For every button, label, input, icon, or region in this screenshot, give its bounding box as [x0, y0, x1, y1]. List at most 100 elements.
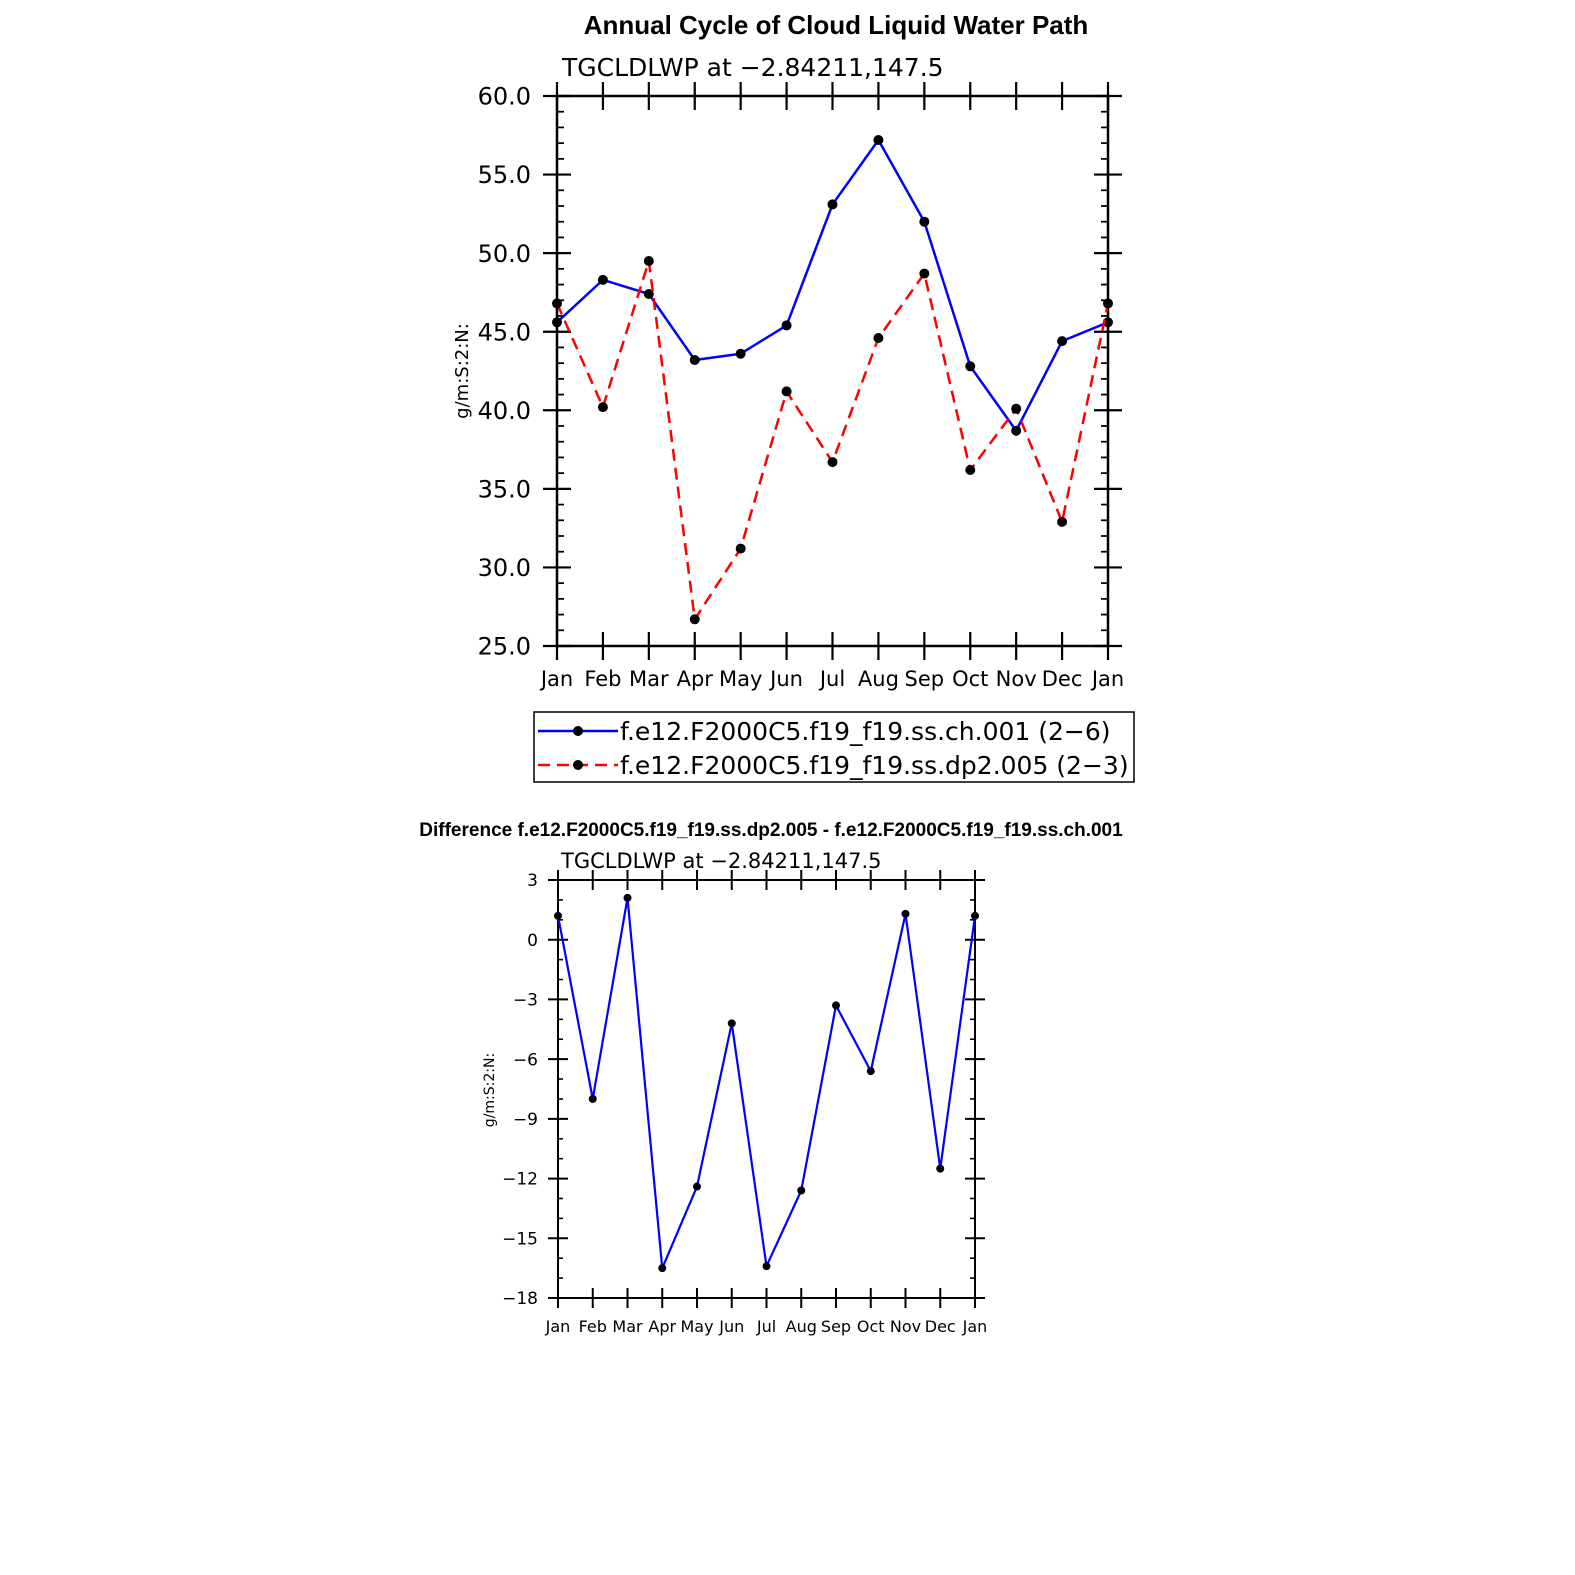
chart2-series-1-point — [901, 909, 910, 918]
chart1-series-1-point — [827, 199, 838, 210]
legend-label-series-1: f.e12.F2000C5.f19_f19.ss.ch.001 (2−6) — [620, 717, 1111, 746]
chart1-series-1-point — [689, 355, 700, 365]
chart2-x-tick-label: Jan — [962, 1317, 988, 1336]
chart1-y-tick-label: 40.0 — [478, 397, 531, 425]
chart2-x-tick-label: Dec — [925, 1317, 956, 1336]
chart1-series-2-point — [873, 333, 884, 343]
chart2-y-tick-label: −9 — [513, 1110, 538, 1130]
legend-marker-series-1 — [573, 726, 583, 736]
chart2-x-tick-label: Aug — [786, 1317, 817, 1336]
chart1-series-1-point — [1011, 425, 1022, 436]
chart2-y-tick-label: −6 — [513, 1050, 538, 1070]
chart1-y-tick-label: 25.0 — [478, 633, 531, 661]
chart1-series-2-point — [1057, 516, 1068, 527]
legend-box — [533, 711, 1135, 783]
chart2-series-1-point — [554, 911, 562, 920]
chart2-series-1-point — [693, 1182, 701, 1191]
chart2-y-tick-label: −3 — [513, 991, 538, 1011]
chart1-x-tick-label: Sep — [905, 667, 945, 691]
legend-marker-series-2 — [573, 760, 583, 770]
chart1-series-2-point — [781, 386, 792, 397]
chart1-series-line-2 — [555, 259, 1110, 621]
chart1-x-tick-label: Apr — [677, 667, 714, 691]
chart1-series-1-point — [965, 361, 976, 372]
chart1-y-tick-label: 55.0 — [478, 161, 531, 189]
chart2-y-tick-label: 3 — [527, 871, 538, 891]
chart2-series-1-point — [797, 1186, 806, 1195]
chart2-y-tick-label: −15 — [502, 1229, 538, 1249]
chart1-subtitle: TGCLDLWP at −2.84211,147.5 — [561, 53, 944, 82]
chart1-y-tick-label: 60.0 — [478, 83, 531, 111]
chart2-series-1-point — [971, 911, 979, 920]
chart2-title: Difference f.e12.F2000C5.f19_f19.ss.dp2.… — [419, 820, 1123, 841]
chart2-axes: Jan Feb Mar Apr May Jun Jul Aug Sep Oct Nov Dec Jan−… — [502, 870, 987, 1336]
chart1-axes: Jan Feb Mar Apr May Jun Jul Aug Sep Oct Nov Dec Jan 2… — [478, 82, 1124, 691]
chart1-x-tick-label: Mar — [629, 667, 669, 691]
chart1-series-2-point — [1103, 298, 1113, 309]
chart2-x-tick-label: May — [680, 1317, 713, 1336]
chart2-y-tick-label: −18 — [502, 1289, 538, 1309]
chart1-x-tick-label: Nov — [996, 667, 1037, 691]
chart2-series-1-point — [762, 1262, 771, 1271]
chart1-y-tick-label: 45.0 — [478, 318, 531, 346]
chart1-series-line-1 — [556, 138, 1109, 432]
chart1-title: Annual Cycle of Cloud Liquid Water Path — [584, 10, 1089, 40]
chart1-x-tick-label: Feb — [584, 667, 621, 691]
chart2-y-tick-label: 0 — [527, 931, 538, 951]
chart2-x-tick-label: Jan — [545, 1317, 571, 1336]
chart1-series-1-point — [552, 317, 562, 328]
chart2-series-1-point — [623, 893, 632, 902]
chart1-y-tick-label: 35.0 — [478, 475, 531, 503]
chart2-x-tick-label: Apr — [648, 1317, 676, 1336]
chart1-y-tick-label: 50.0 — [478, 240, 531, 268]
chart2-x-tick-label: Jul — [756, 1317, 776, 1336]
chart1-plot-area — [552, 135, 1113, 625]
chart1-series-2-point — [735, 543, 746, 554]
chart1-series-2-point — [965, 465, 976, 475]
chart1-legend: f.e12.F2000C5.f19_f19.ss.ch.001 (2−6) f.… — [533, 711, 1135, 783]
chart1-series-1-point — [1057, 336, 1068, 347]
chart1-x-tick-label: Oct — [952, 667, 988, 691]
chart1-x-tick-label: May — [719, 667, 762, 691]
chart2-y-tick-label: −12 — [502, 1170, 538, 1190]
chart1-x-tick-label: Jul — [818, 667, 845, 691]
chart1-series-1-point — [919, 216, 930, 227]
chart2-series-1-point — [727, 1019, 736, 1028]
chart2-x-tick-label: Sep — [821, 1317, 851, 1336]
chart1-series-2-point — [552, 298, 562, 309]
chart1-series-1-point — [735, 348, 746, 359]
chart2-ylabel: g/m:S:2:N: — [482, 1053, 498, 1127]
chart2-series-1-point — [866, 1067, 875, 1076]
chart1-series-2-point — [643, 256, 654, 266]
chart1-series-1-point — [643, 289, 654, 299]
chart2-series-1-point — [588, 1094, 597, 1103]
chart1-series-2-point — [919, 268, 930, 279]
chart2-x-tick-label: Nov — [890, 1317, 921, 1336]
chart2-series-line-1 — [556, 896, 977, 1270]
chart1-series-2-point — [827, 457, 838, 468]
chart2-plot-area — [554, 893, 979, 1273]
chart1-x-tick-label: Aug — [858, 667, 899, 691]
chart1-series-1-point — [781, 320, 792, 331]
chart1-x-tick-label: Jun — [768, 667, 803, 691]
chart2-subtitle: TGCLDLWP at −2.84211,147.5 — [560, 849, 882, 873]
chart1-series-2-point — [1011, 403, 1022, 414]
chart1-x-tick-label: Jan — [539, 667, 573, 691]
legend-label-series-2: f.e12.F2000C5.f19_f19.ss.dp2.005 (2−3) — [620, 751, 1129, 780]
chart1-ylabel: g/m:S:2:N: — [452, 323, 473, 419]
chart2-x-tick-label: Jun — [718, 1317, 744, 1336]
chart1-series-2-point — [597, 402, 608, 413]
chart1-x-tick-label: Jan — [1090, 667, 1124, 691]
chart2-series-1-point — [936, 1164, 945, 1173]
chart2-series-1-point — [832, 1001, 840, 1010]
chart2-x-tick-label: Oct — [857, 1317, 885, 1336]
chart2-x-tick-label: Feb — [579, 1317, 607, 1336]
chart1-series-1-point — [597, 274, 608, 285]
chart2-series-1-point — [658, 1264, 667, 1273]
chart2-x-tick-label: Mar — [612, 1317, 643, 1336]
chart1-series-2-point — [689, 614, 700, 625]
chart1-series-1-point — [873, 135, 884, 145]
chart1-x-tick-label: Dec — [1042, 667, 1083, 691]
chart1-frame — [555, 94, 1110, 648]
